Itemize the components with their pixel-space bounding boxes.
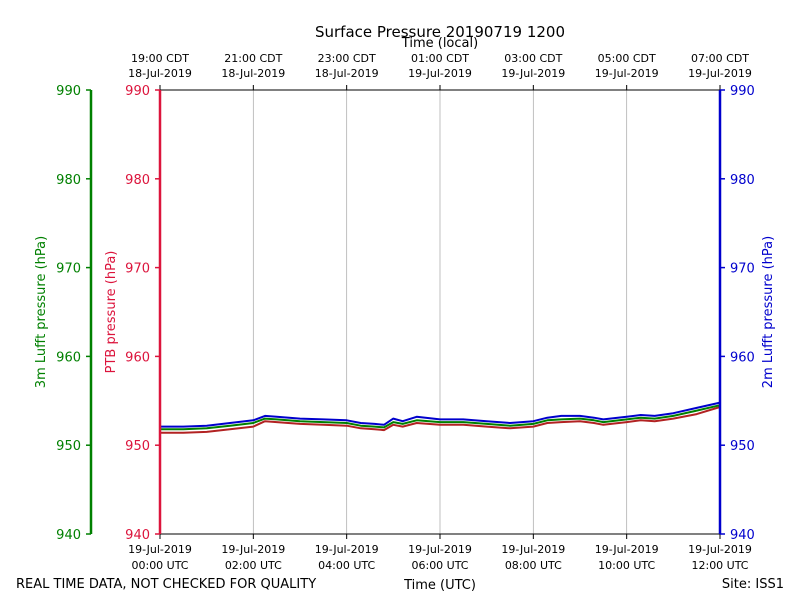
y-tick-label-ptb: 990 — [125, 84, 150, 99]
x-tick-label-top-date: 18-Jul-2019 — [221, 67, 285, 80]
y-tick-label-2m: 990 — [730, 84, 755, 99]
x-tick-label-top-time: 01:00 CDT — [411, 52, 469, 65]
y-tick-label-3m: 940 — [56, 528, 81, 543]
y-axis-label-3m: 3m Lufft pressure (hPa) — [34, 236, 49, 388]
series-layer — [160, 401, 721, 434]
x-tick-label-top-date: 19-Jul-2019 — [688, 67, 752, 80]
x-tick-label-top-time: 07:00 CDT — [691, 52, 749, 65]
y-axis-label-ptb: PTB pressure (hPa) — [104, 251, 119, 374]
x-tick-label-top-time: 21:00 CDT — [224, 52, 282, 65]
y-tick-label-ptb: 950 — [125, 439, 150, 454]
y-tick-label-2m: 970 — [730, 262, 755, 277]
series-line-ptb — [160, 406, 721, 434]
series-line-lufft_2m — [160, 401, 721, 428]
y-tick-label-3m: 950 — [56, 439, 81, 454]
y-tick-label-3m: 960 — [56, 350, 81, 365]
x-tick-label-top-date: 18-Jul-2019 — [128, 67, 192, 80]
series-line-lufft_3m — [160, 404, 721, 431]
y-tick-label-3m: 990 — [56, 84, 81, 99]
y-tick-label-3m: 980 — [56, 173, 81, 188]
x-tick-label-top-time: 03:00 CDT — [504, 52, 562, 65]
x-tick-label-top-date: 19-Jul-2019 — [595, 67, 659, 80]
grid-layer — [252, 90, 628, 534]
x-tick-label-bottom-date: 19-Jul-2019 — [128, 543, 192, 556]
x-tick-label-top-time: 23:00 CDT — [318, 52, 376, 65]
x-tick-label-bottom-date: 19-Jul-2019 — [315, 543, 379, 556]
x-tick-label-bottom-time: 08:00 UTC — [505, 559, 562, 572]
x-tick-label-top-date: 18-Jul-2019 — [315, 67, 379, 80]
x-axis-label-top: Time (local) — [401, 36, 478, 51]
tick-layer: 19-Jul-2019 00:00 UTC 19-Jul-2019 02:00 UTC… — [56, 52, 755, 572]
y-tick-label-2m: 980 — [730, 173, 755, 188]
y-tick-label-2m: 950 — [730, 439, 755, 454]
y-axis-label-2m: 2m Lufft pressure (hPa) — [761, 236, 776, 388]
x-tick-label-bottom-time: 06:00 UTC — [411, 559, 468, 572]
x-tick-label-bottom-time: 04:00 UTC — [318, 559, 375, 572]
x-tick-label-bottom-date: 19-Jul-2019 — [408, 543, 472, 556]
site-label: Site: ISS1 — [722, 577, 784, 592]
x-tick-label-bottom-date: 19-Jul-2019 — [501, 543, 565, 556]
x-tick-label-bottom-date: 19-Jul-2019 — [595, 543, 659, 556]
y-tick-label-ptb: 940 — [125, 528, 150, 543]
x-tick-label-bottom-time: 10:00 UTC — [598, 559, 655, 572]
quality-disclaimer: REAL TIME DATA, NOT CHECKED FOR QUALITY — [16, 577, 316, 592]
chart-title: Surface Pressure 20190719 1200 — [315, 23, 565, 41]
x-tick-label-top-time: 05:00 CDT — [598, 52, 656, 65]
y-tick-label-ptb: 980 — [125, 173, 150, 188]
x-tick-label-bottom-time: 12:00 UTC — [691, 559, 748, 572]
y-tick-label-2m: 960 — [730, 350, 755, 365]
x-tick-label-bottom-date: 19-Jul-2019 — [221, 543, 285, 556]
x-axis-label-bottom: Time (UTC) — [403, 578, 476, 593]
x-tick-label-top-date: 19-Jul-2019 — [501, 67, 565, 80]
y-tick-label-ptb: 970 — [125, 262, 150, 277]
y-tick-label-ptb: 960 — [125, 350, 150, 365]
x-tick-label-bottom-time: 00:00 UTC — [131, 559, 188, 572]
x-tick-label-bottom-date: 19-Jul-2019 — [688, 543, 752, 556]
y-tick-label-2m: 940 — [730, 528, 755, 543]
x-tick-label-bottom-time: 02:00 UTC — [225, 559, 282, 572]
y-tick-label-3m: 970 — [56, 262, 81, 277]
x-tick-label-top-time: 19:00 CDT — [131, 52, 189, 65]
x-tick-label-top-date: 19-Jul-2019 — [408, 67, 472, 80]
